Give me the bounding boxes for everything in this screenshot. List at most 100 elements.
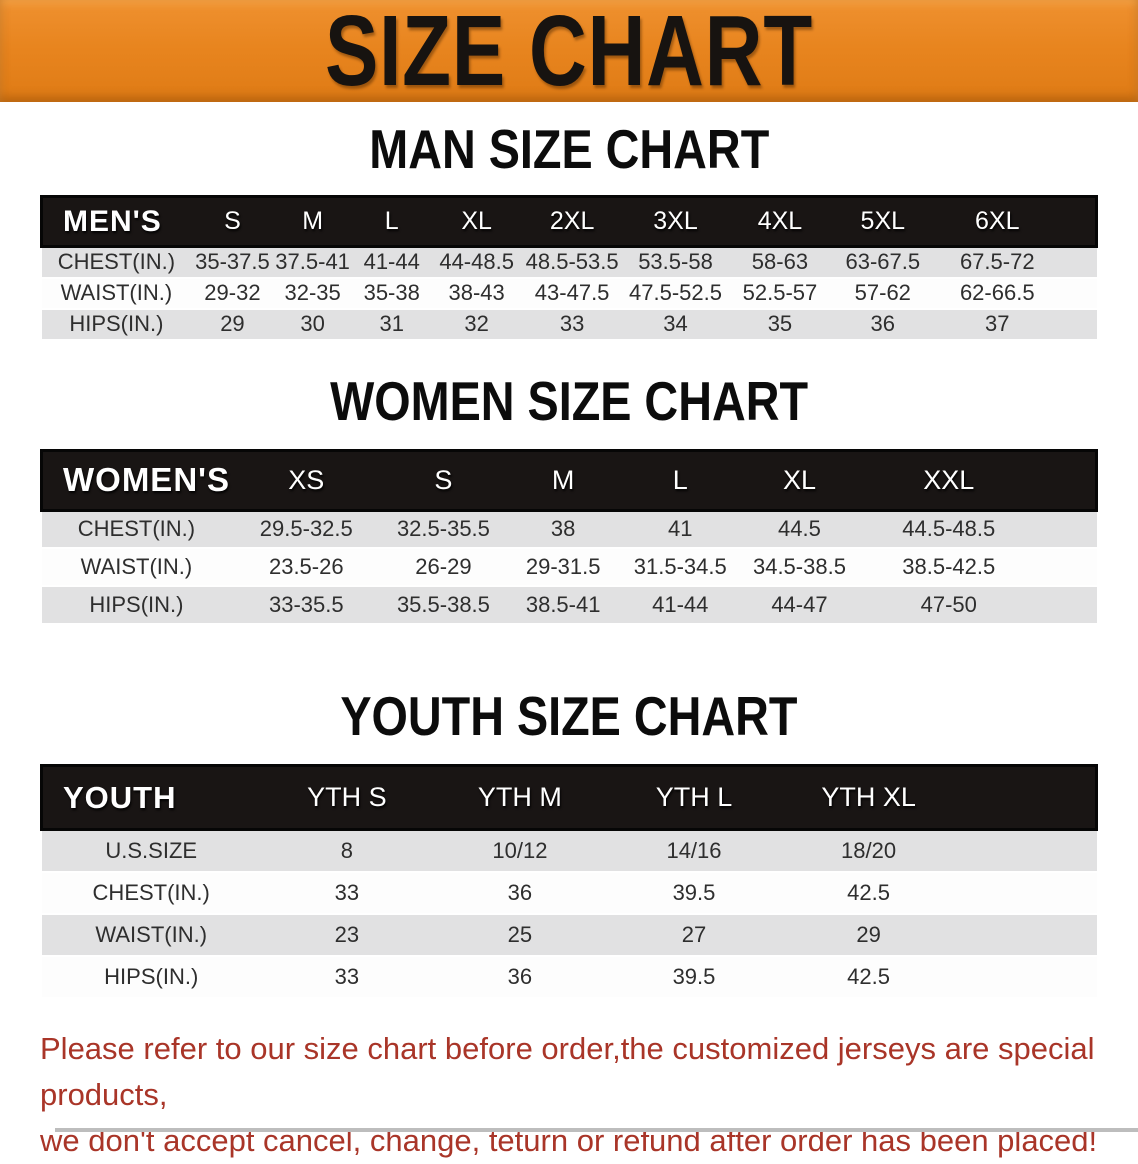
women-row-spacer [1038, 510, 1097, 549]
men-header-spacer [1060, 195, 1098, 248]
youth-row-label-3: HIPS(IN.) [41, 955, 261, 999]
disclaimer-line-2: we don't accept cancel, change, teturn o… [40, 1122, 1098, 1158]
men-column-header-7: 5XL [831, 195, 934, 248]
youth-row-label-2: WAIST(IN.) [41, 913, 261, 957]
youth-table-row-1: CHEST(IN.) 33 36 39.5 42.5 [41, 871, 1097, 915]
women-column-header-0: XS [231, 448, 382, 512]
women-column-header-5: XXL [859, 448, 1039, 512]
men-column-header-6: 4XL [728, 195, 832, 248]
youth-size-cell: 27 [606, 913, 782, 957]
women-size-cell: 38.5-42.5 [859, 548, 1039, 587]
youth-header-row: YOUTH YTH S YTH M YTH L YTH XL [39, 764, 1099, 831]
men-row-label-1: WAIST(IN.) [41, 277, 192, 310]
youth-table-row-0: U.S.SIZE 8 10/12 14/16 18/20 [41, 829, 1097, 873]
women-size-cell: 23.5-26 [231, 548, 382, 587]
men-size-cell: 47.5-52.5 [622, 277, 729, 310]
youth-size-cell: 23 [260, 913, 433, 957]
men-header-row: MEN'S S M L XL 2XL 3XL 4XL 5XL 6XL [40, 195, 1098, 248]
women-corner-label: WOMEN'S [40, 448, 232, 512]
men-size-cell: 37 [933, 308, 1061, 341]
women-size-cell: 33-35.5 [231, 586, 382, 625]
youth-row-spacer [956, 913, 1097, 957]
youth-size-table: YOUTH YTH S YTH M YTH L YTH XL U.S.SIZE 8 10/12… [39, 764, 1099, 999]
youth-size-cell: 42.5 [781, 871, 957, 915]
women-row-spacer [1038, 548, 1097, 587]
size-chart-banner: SIZE CHART [0, 0, 1138, 102]
women-row-label-1: WAIST(IN.) [41, 548, 232, 587]
women-size-cell: 35.5-38.5 [381, 586, 506, 625]
youth-row-spacer [956, 871, 1097, 915]
women-column-header-2: M [505, 448, 621, 512]
men-row-label-0: CHEST(IN.) [41, 246, 192, 279]
men-row-spacer [1060, 308, 1097, 341]
men-row-label-2: HIPS(IN.) [41, 308, 192, 341]
men-size-cell: 38-43 [431, 277, 522, 310]
men-size-cell: 35 [728, 308, 832, 341]
men-row-spacer [1060, 246, 1097, 279]
men-section-heading: MAN SIZE CHART [0, 122, 1138, 177]
men-size-cell: 32 [431, 308, 522, 341]
women-column-header-1: S [381, 448, 506, 512]
youth-size-cell: 25 [432, 913, 607, 957]
women-row-label-2: HIPS(IN.) [41, 586, 232, 625]
youth-size-cell: 8 [260, 829, 433, 873]
youth-section-heading: YOUTH SIZE CHART [0, 689, 1138, 744]
women-size-cell: 29-31.5 [505, 548, 621, 587]
men-size-table: MEN'S S M L XL 2XL 3XL 4XL 5XL 6XL CHEST(IN.) 35-37… [40, 195, 1098, 341]
youth-size-cell: 36 [432, 871, 607, 915]
youth-size-cell: 18/20 [781, 829, 957, 873]
youth-row-label-1: CHEST(IN.) [41, 871, 261, 915]
women-size-cell: 41-44 [620, 586, 740, 625]
women-header-row: WOMEN'S XS S M L XL XXL [40, 448, 1099, 512]
men-size-cell: 44-48.5 [431, 246, 522, 279]
men-section-heading-text: MAN SIZE CHART [369, 118, 769, 180]
women-column-header-3: L [620, 448, 740, 512]
youth-size-cell: 14/16 [606, 829, 782, 873]
men-size-cell: 36 [831, 308, 934, 341]
women-row-label-0: CHEST(IN.) [41, 510, 232, 549]
bottom-shadow-line [55, 1128, 1138, 1132]
women-size-cell: 44.5 [739, 510, 860, 549]
youth-row-label-0: U.S.SIZE [41, 829, 261, 873]
men-size-cell: 33 [521, 308, 623, 341]
women-size-cell: 29.5-32.5 [231, 510, 382, 549]
men-size-cell: 30 [273, 308, 352, 341]
men-size-cell: 37.5-41 [273, 246, 352, 279]
men-size-cell: 29 [191, 308, 274, 341]
women-size-cell: 44-47 [739, 586, 860, 625]
disclaimer-line-1: Please refer to our size chart before or… [40, 1030, 1095, 1112]
youth-header-spacer [956, 764, 1099, 831]
men-size-cell: 48.5-53.5 [521, 246, 623, 279]
men-table-row-1: WAIST(IN.) 29-32 32-35 35-38 38-43 43-47.5 47.… [41, 277, 1097, 310]
youth-size-cell: 10/12 [432, 829, 607, 873]
men-column-header-8: 6XL [933, 195, 1061, 248]
men-size-cell: 41-44 [351, 246, 432, 279]
women-size-table: WOMEN'S XS S M L XL XXL CHEST(IN.) 29.5-32.5 32.5… [40, 448, 1099, 625]
men-size-cell: 32-35 [273, 277, 352, 310]
men-column-header-2: L [351, 195, 432, 248]
men-row-spacer [1060, 277, 1097, 310]
men-column-header-3: XL [431, 195, 522, 248]
men-size-cell: 63-67.5 [831, 246, 934, 279]
women-section-heading: WOMEN SIZE CHART [0, 369, 1138, 432]
men-size-cell: 52.5-57 [728, 277, 832, 310]
men-size-cell: 43-47.5 [521, 277, 623, 310]
men-size-cell: 35-37.5 [191, 246, 274, 279]
youth-size-cell: 39.5 [606, 955, 782, 999]
women-column-header-4: XL [739, 448, 860, 512]
youth-column-header-1: YTH M [432, 764, 607, 831]
women-section-heading-text: WOMEN SIZE CHART [330, 369, 808, 432]
youth-size-cell: 36 [432, 955, 607, 999]
men-table-row-0: CHEST(IN.) 35-37.5 37.5-41 41-44 44-48.5 48.5… [41, 246, 1097, 279]
youth-size-cell: 39.5 [606, 871, 782, 915]
youth-table-row-2: WAIST(IN.) 23 25 27 29 [41, 913, 1097, 957]
men-column-header-0: S [191, 195, 274, 248]
youth-column-header-3: YTH XL [781, 764, 957, 831]
men-size-cell: 29-32 [191, 277, 274, 310]
men-size-cell: 35-38 [351, 277, 432, 310]
youth-section-heading-text: YOUTH SIZE CHART [340, 685, 798, 747]
women-size-cell: 32.5-35.5 [381, 510, 506, 549]
men-size-cell: 58-63 [728, 246, 832, 279]
men-size-cell: 31 [351, 308, 432, 341]
women-size-cell: 34.5-38.5 [739, 548, 860, 587]
